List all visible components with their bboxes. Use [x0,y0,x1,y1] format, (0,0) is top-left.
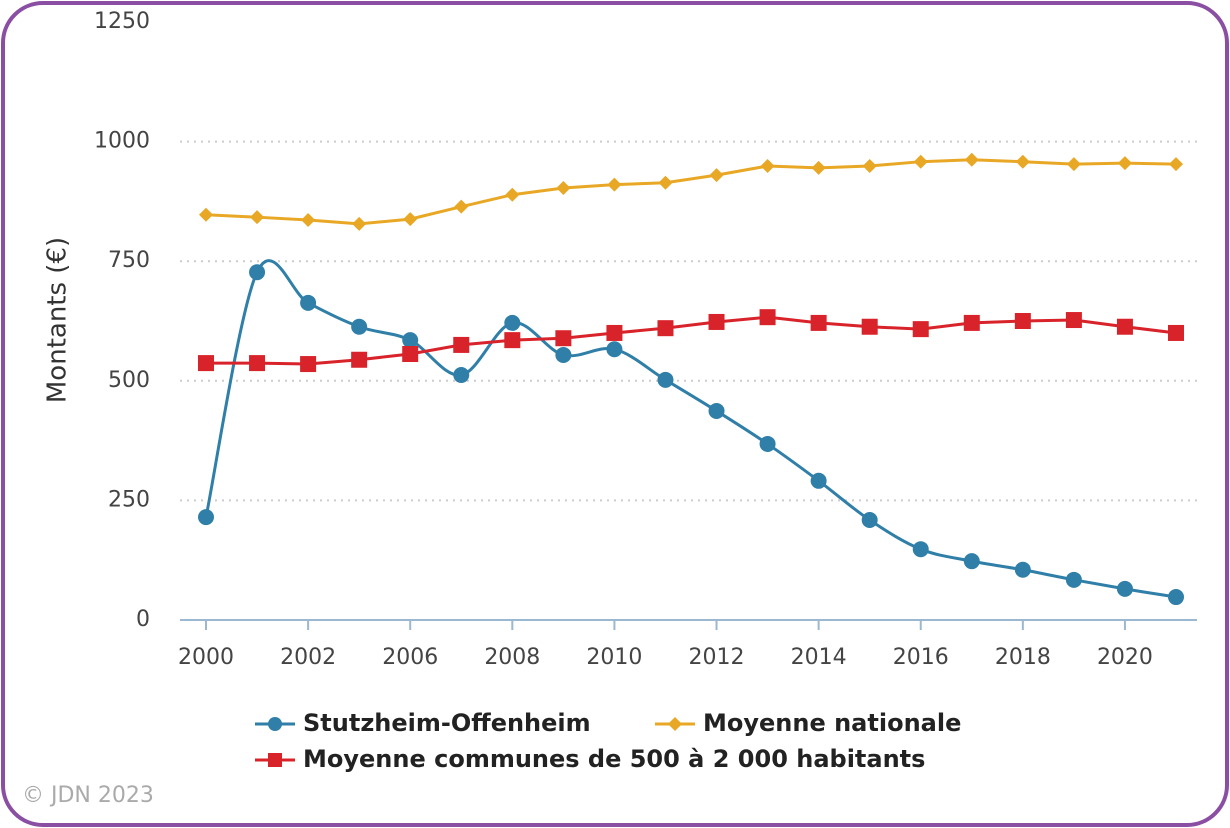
marker [657,371,674,388]
marker [403,212,418,227]
marker [300,356,317,373]
marker [198,355,214,372]
y-tick-label: 0 [136,607,150,632]
marker [402,332,419,349]
marker [268,717,282,731]
marker [453,367,470,384]
marker [759,435,776,452]
marker [300,294,317,311]
legend-label: Moyenne communes de 500 à 2 000 habitant… [303,745,925,773]
marker [862,158,877,173]
series-line [205,158,1177,226]
marker [657,320,674,337]
x-tick-label: 2000 [178,645,234,670]
marker [453,336,470,353]
marker [505,187,520,202]
marker [250,210,265,225]
x-tick-label: 2020 [1097,645,1153,670]
marker [402,346,419,363]
marker [964,152,979,167]
marker [811,160,826,175]
marker [199,207,213,222]
marker [607,177,622,192]
marker [861,512,878,529]
y-tick-label: 250 [108,487,150,512]
series-line [206,315,1177,366]
x-tick-label: 2018 [995,645,1051,670]
marker [861,318,878,335]
marker [1015,154,1030,169]
marker [1169,157,1183,172]
marker [555,346,572,363]
marker [963,314,980,331]
marker [504,314,521,331]
marker [668,717,682,731]
marker [249,264,266,281]
marker [198,509,214,526]
x-tick-label: 2008 [484,645,540,670]
marker [1014,313,1031,329]
y-axis-label: Montants (€) [43,237,73,403]
marker [454,199,469,214]
marker [556,181,571,196]
marker [1116,580,1133,597]
x-tick-label: 2010 [586,645,642,670]
marker [912,541,929,558]
y-tick-label: 750 [108,248,150,273]
marker [912,321,929,338]
marker [1168,324,1184,341]
marker [810,314,827,331]
y-tick-label: 500 [108,368,150,393]
marker [810,472,827,489]
marker [606,324,623,341]
x-tick-label: 2016 [893,645,949,670]
marker [1065,312,1082,329]
marker [301,213,316,228]
marker [1066,157,1081,172]
marker [708,313,725,330]
marker [963,553,980,570]
marker [352,216,367,231]
marker [1014,561,1031,578]
marker [555,330,572,347]
marker [268,753,282,767]
x-tick-label: 2006 [382,645,438,670]
marker [504,332,521,349]
marker [351,318,368,335]
marker [759,309,776,326]
marker [708,402,725,419]
y-tick-label: 1250 [94,9,150,34]
x-tick-label: 2002 [280,645,336,670]
marker [658,175,673,190]
marker [351,351,368,368]
marker [760,158,775,173]
marker [709,168,724,183]
y-tick-label: 1000 [94,129,150,154]
marker [913,154,928,169]
marker [1117,156,1132,171]
legend-label: Stutzheim-Offenheim [303,709,591,737]
marker [249,355,266,372]
marker [1168,589,1184,606]
legend-label: Moyenne nationale [703,709,961,737]
marker [1065,571,1082,588]
marker [1116,318,1133,335]
marker [606,341,623,358]
x-tick-label: 2012 [689,645,745,670]
x-tick-label: 2014 [791,645,847,670]
footer: © JDN 2023 [22,783,154,808]
